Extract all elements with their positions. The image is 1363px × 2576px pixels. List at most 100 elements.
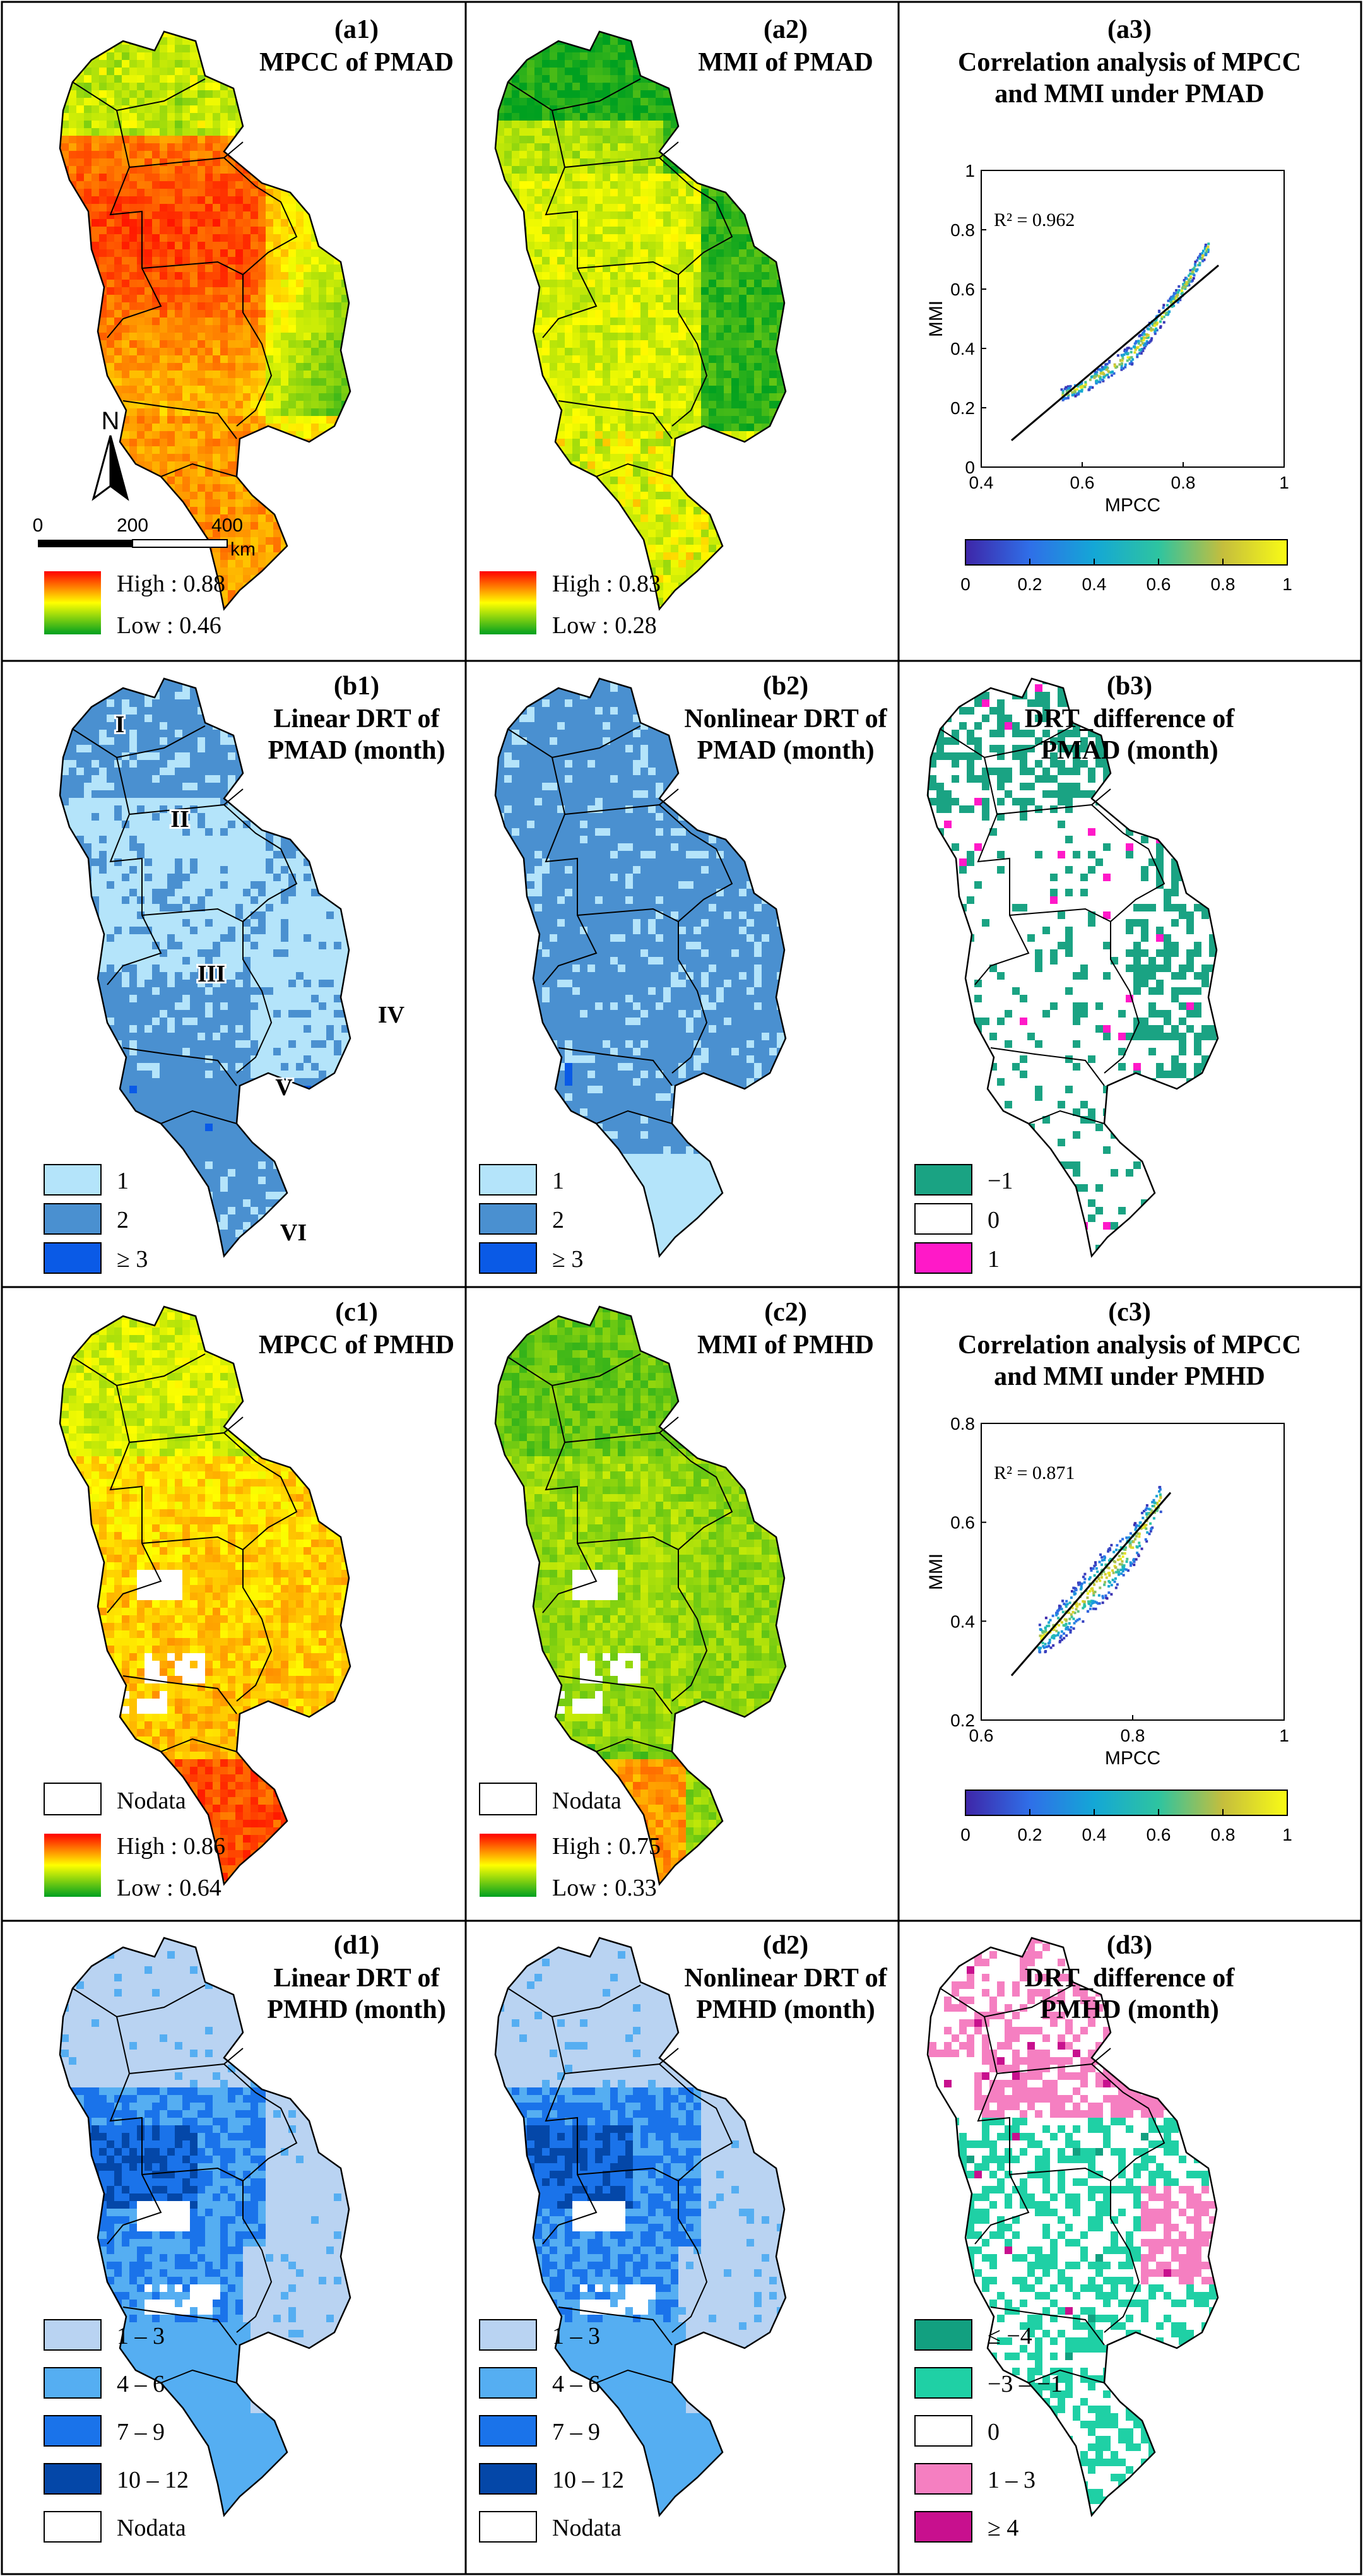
raster-cell	[76, 439, 85, 447]
raster-cell	[334, 605, 342, 609]
raster-cell	[61, 348, 69, 356]
raster-cell	[91, 83, 100, 91]
raster-cell	[640, 295, 649, 303]
raster-cell	[273, 431, 281, 439]
raster-cell	[550, 355, 558, 364]
raster-cell	[625, 219, 634, 227]
raster-cell	[145, 302, 153, 311]
raster-cell	[76, 530, 85, 538]
raster-cell	[198, 242, 206, 250]
raster-cell	[175, 45, 183, 53]
raster-cell	[182, 32, 191, 38]
raster-cell	[91, 355, 100, 364]
raster-cell	[746, 90, 755, 98]
raster-cell	[266, 575, 274, 583]
raster-cell	[235, 613, 244, 621]
raster-cell	[160, 333, 168, 341]
raster-cell	[190, 151, 198, 159]
raster-cell	[693, 136, 702, 144]
raster-cell	[243, 37, 251, 45]
raster-cell	[182, 211, 191, 220]
raster-cell	[334, 121, 342, 129]
raster-cell	[693, 128, 702, 136]
raster-cell	[497, 189, 505, 197]
raster-cell	[701, 136, 709, 144]
raster-cell	[504, 174, 512, 182]
raster-cell	[281, 234, 289, 242]
raster-cell	[258, 439, 266, 447]
raster-cell	[213, 83, 221, 91]
raster-cell	[107, 113, 115, 121]
raster-cell	[550, 249, 558, 258]
raster-cell	[145, 143, 153, 151]
raster-cell	[640, 60, 649, 68]
raster-cell	[220, 477, 228, 485]
raster-cell	[167, 401, 175, 409]
raster-cell	[69, 439, 77, 447]
raster-cell	[145, 408, 153, 417]
raster-cell	[190, 174, 198, 182]
raster-cell	[572, 166, 581, 174]
raster-cell	[625, 136, 634, 144]
raster-cell	[122, 363, 130, 371]
raster-cell	[640, 37, 649, 45]
raster-cell	[326, 128, 334, 136]
raster-cell	[527, 189, 535, 197]
raster-cell	[190, 560, 198, 568]
raster-cell	[709, 37, 717, 45]
raster-cell	[633, 136, 641, 144]
raster-cell	[61, 204, 69, 212]
raster-cell	[311, 552, 319, 561]
raster-cell	[519, 310, 528, 318]
raster-cell	[107, 219, 115, 227]
raster-cell	[114, 204, 122, 212]
raster-cell	[243, 416, 251, 424]
raster-cell	[716, 32, 724, 38]
raster-cell	[595, 211, 603, 220]
raster-cell	[251, 68, 259, 76]
raster-cell	[190, 83, 198, 91]
raster-cell	[281, 605, 289, 609]
raster-cell	[686, 355, 694, 364]
raster-cell	[235, 605, 244, 609]
raster-cell	[160, 408, 168, 417]
raster-cell	[754, 105, 762, 114]
raster-cell	[220, 234, 228, 242]
raster-cell	[84, 189, 92, 197]
raster-cell	[693, 98, 702, 106]
raster-cell	[603, 189, 611, 197]
raster-cell	[319, 492, 327, 500]
raster-cell	[701, 234, 709, 242]
raster-cell	[137, 83, 145, 91]
raster-cell	[527, 113, 535, 121]
raster-cell	[137, 431, 145, 439]
raster-cell	[693, 105, 702, 114]
raster-cell	[671, 295, 679, 303]
raster-cell	[137, 393, 145, 401]
raster-cell	[91, 446, 100, 454]
raster-cell	[550, 151, 558, 159]
raster-cell	[213, 151, 221, 159]
raster-cell	[495, 219, 497, 227]
raster-cell	[91, 113, 100, 121]
raster-cell	[334, 196, 342, 205]
raster-cell	[288, 310, 297, 318]
raster-cell	[709, 264, 717, 273]
raster-cell	[580, 318, 588, 326]
raster-cell	[640, 249, 649, 258]
raster-cell	[137, 136, 145, 144]
raster-cell	[114, 22, 122, 30]
raster-cell	[587, 60, 596, 68]
raster-cell	[281, 507, 289, 515]
raster-cell	[550, 75, 558, 83]
raster-cell	[341, 174, 350, 182]
raster-cell	[754, 264, 762, 273]
raster-cell	[754, 211, 762, 220]
raster-cell	[595, 128, 603, 136]
raster-cell	[129, 560, 138, 568]
raster-cell	[182, 363, 191, 371]
raster-cell	[281, 318, 289, 326]
raster-cell	[296, 401, 304, 409]
raster-cell	[266, 552, 274, 561]
raster-cell	[266, 454, 274, 462]
